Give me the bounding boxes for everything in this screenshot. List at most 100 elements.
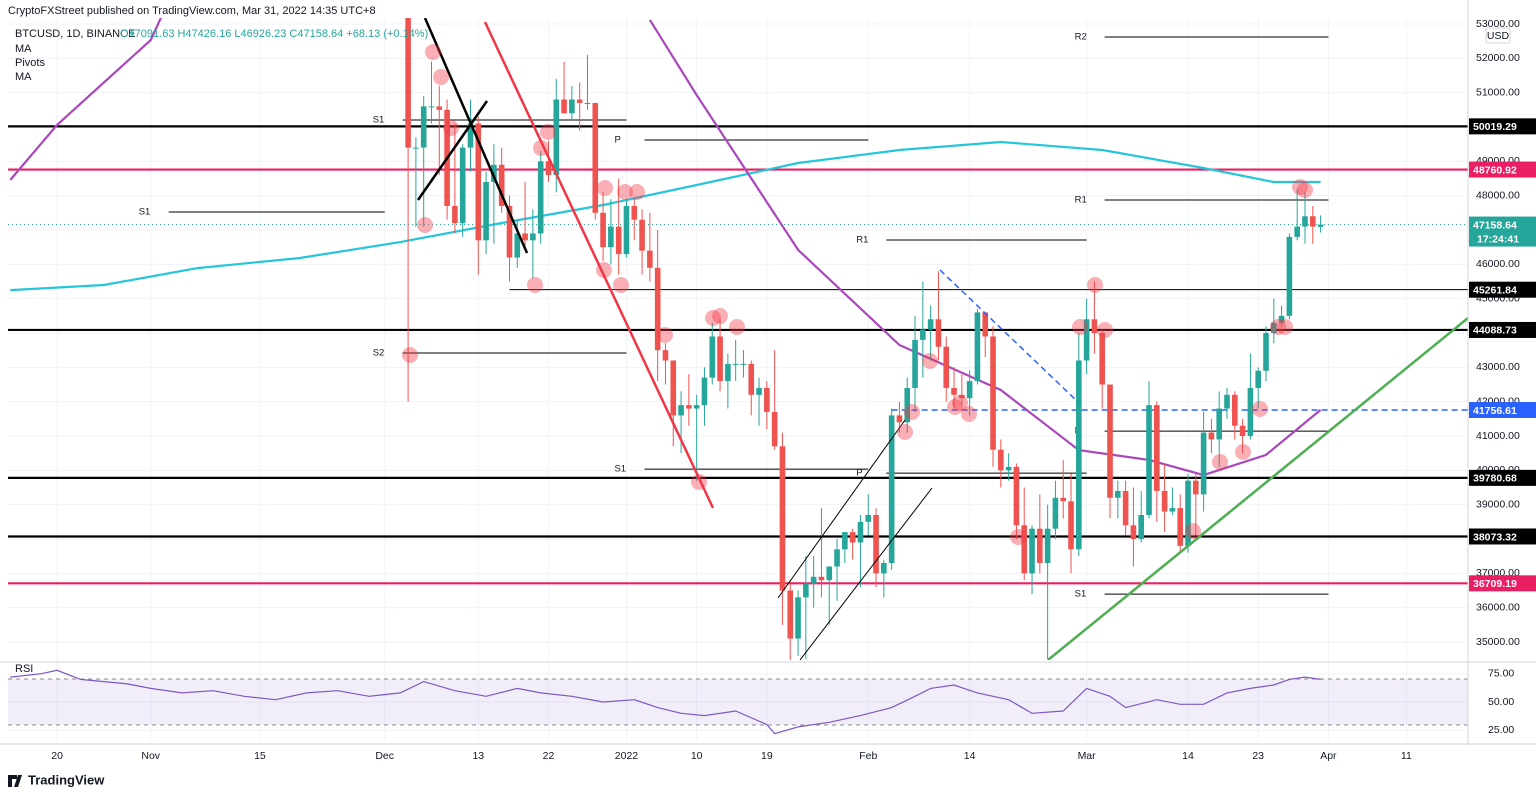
candle-body <box>857 521 864 543</box>
candle-body <box>459 147 466 224</box>
indicator: MA <box>15 43 32 55</box>
x-tick-label: 22 <box>543 750 555 762</box>
last-price-box <box>1469 216 1536 247</box>
currency[interactable]: USD <box>1487 30 1510 42</box>
candle-body <box>452 205 458 224</box>
grid <box>8 18 1468 741</box>
candle-body <box>873 514 879 574</box>
levels: S1S1S2PS1R1PR2R1PS1 <box>8 32 1468 600</box>
candle-body <box>1294 226 1300 237</box>
candle-body <box>865 514 872 522</box>
candle-body <box>771 411 778 447</box>
candle-body <box>506 205 513 258</box>
candle-body <box>959 394 965 399</box>
candle-body <box>927 319 934 330</box>
candle-body <box>1044 528 1051 564</box>
trendline <box>416 100 489 201</box>
candle-body <box>545 161 552 176</box>
x-tick-label: 20 <box>51 750 63 762</box>
y-tick-label: 39000.00 <box>1476 498 1520 510</box>
candle-body <box>615 226 622 255</box>
axes: 35000.0036000.0037000.0038000.0039000.00… <box>51 18 1536 762</box>
x-tick-label: Dec <box>375 750 394 762</box>
candle-body <box>732 363 739 365</box>
candle-body <box>966 381 973 399</box>
candle-body <box>1115 490 1121 498</box>
level-box <box>1469 402 1536 419</box>
x-tick-label: 2022 <box>615 750 639 762</box>
level-label: 48760.92 <box>1473 164 1517 176</box>
channel-line <box>777 419 906 599</box>
candle-body <box>498 164 505 206</box>
indicator: MA <box>15 71 32 83</box>
candle-body <box>1083 319 1090 361</box>
candle-body <box>904 387 911 423</box>
candle-body <box>982 312 989 337</box>
y-tick-label: 41000.00 <box>1476 430 1520 442</box>
candle-body <box>1185 480 1191 546</box>
candle-body <box>537 161 544 234</box>
rsi-pane <box>10 669 1321 735</box>
candle-body <box>1013 466 1020 526</box>
candle-body <box>701 377 708 406</box>
candle-body <box>1278 315 1285 323</box>
level-box <box>1469 321 1536 338</box>
candle-body <box>1200 432 1207 495</box>
y-tick-label: 48000.00 <box>1476 189 1520 201</box>
currency-box[interactable] <box>1485 27 1511 44</box>
candle-body <box>592 102 599 213</box>
candle-body <box>584 102 591 104</box>
brand: TradingView <box>28 772 105 787</box>
level-label: 50019.29 <box>1473 121 1517 133</box>
candle-body <box>943 346 950 388</box>
x-tick-label: 14 <box>1182 750 1194 762</box>
candle-body <box>522 233 528 241</box>
y-tick-label: 36000.00 <box>1476 601 1520 613</box>
level-label: 44088.73 <box>1473 325 1517 337</box>
x-tick-label: Feb <box>859 750 877 762</box>
ma-line <box>10 140 1321 292</box>
candle-body <box>530 233 536 241</box>
y-tick-label: 35000.00 <box>1476 636 1520 648</box>
candle-body <box>842 532 848 550</box>
candle-body <box>467 123 474 148</box>
candle-body <box>896 415 903 423</box>
level-label: 45261.84 <box>1473 284 1517 296</box>
candle-body <box>990 336 996 450</box>
candle-body <box>1239 425 1246 437</box>
candle-body <box>686 405 692 409</box>
candle-body <box>1263 333 1269 371</box>
indicator: Pivots <box>15 57 45 69</box>
rsi-tick-label: 75.00 <box>1488 668 1514 680</box>
y-tick-label: 51000.00 <box>1476 86 1520 98</box>
candle-body <box>951 387 957 395</box>
candle-body <box>678 405 684 416</box>
candle-body <box>413 147 419 149</box>
candle-body <box>561 99 567 114</box>
candle-body <box>1208 432 1215 440</box>
candle-body <box>1138 514 1145 540</box>
candle-body <box>600 212 606 248</box>
pivot-label: S2 <box>373 348 385 359</box>
level-box <box>1469 528 1536 545</box>
candle-body <box>1154 405 1160 491</box>
candle-body <box>1060 497 1067 502</box>
trendline <box>1047 317 1468 660</box>
candle-body <box>881 563 887 574</box>
rsi-tick-label: 25.00 <box>1488 724 1514 736</box>
candles <box>405 18 1324 660</box>
candle-body <box>1099 333 1106 385</box>
candle-body <box>1107 384 1113 498</box>
candle-body <box>576 99 583 103</box>
level-box <box>1469 469 1536 486</box>
pivot-label: S1 <box>139 207 151 218</box>
candle-body <box>1146 405 1152 515</box>
logo-icon <box>8 775 22 787</box>
pivot-label: S1 <box>373 115 385 126</box>
x-tick-label: 23 <box>1252 750 1264 762</box>
drawings <box>402 18 1468 660</box>
candle-body <box>1052 497 1059 529</box>
candle-body <box>1193 480 1199 495</box>
candle-body <box>1271 322 1277 334</box>
candle-body <box>436 106 443 110</box>
